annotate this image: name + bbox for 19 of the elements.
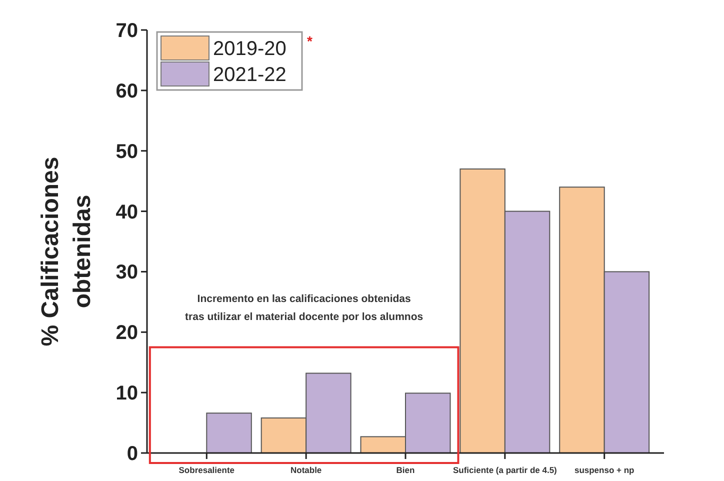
y-axis-title: % Calificaciones obtenidas xyxy=(37,156,96,346)
x-tick-label: Notable xyxy=(290,465,322,475)
y-tick-label: 0 xyxy=(126,443,138,465)
bar xyxy=(206,412,252,454)
x-tick-label: Sobresaliente xyxy=(178,465,235,475)
y-tick-label: 70 xyxy=(116,20,138,42)
annotation: * xyxy=(307,33,313,49)
x-tick-label: suspenso + np xyxy=(574,465,634,475)
y-tick-label: 20 xyxy=(116,322,138,344)
y-tick-label: 50 xyxy=(116,140,138,163)
y-tick-label: 10 xyxy=(116,382,138,405)
y-tick-label: 30 xyxy=(116,262,138,284)
x-tick-label: Suficiente (a partir de 4.5) xyxy=(452,465,558,475)
legend-label: 2021-22 xyxy=(213,64,286,86)
y-tick-label: 40 xyxy=(116,201,138,224)
legend-label: 2019-20 xyxy=(213,38,286,60)
x-tick-label: Bien xyxy=(396,465,415,475)
y-tick-label: 60 xyxy=(116,80,138,102)
annotation: Incremento en las calificaciones obtenidas tras utilizar el material docente por los alumnos xyxy=(185,293,424,324)
